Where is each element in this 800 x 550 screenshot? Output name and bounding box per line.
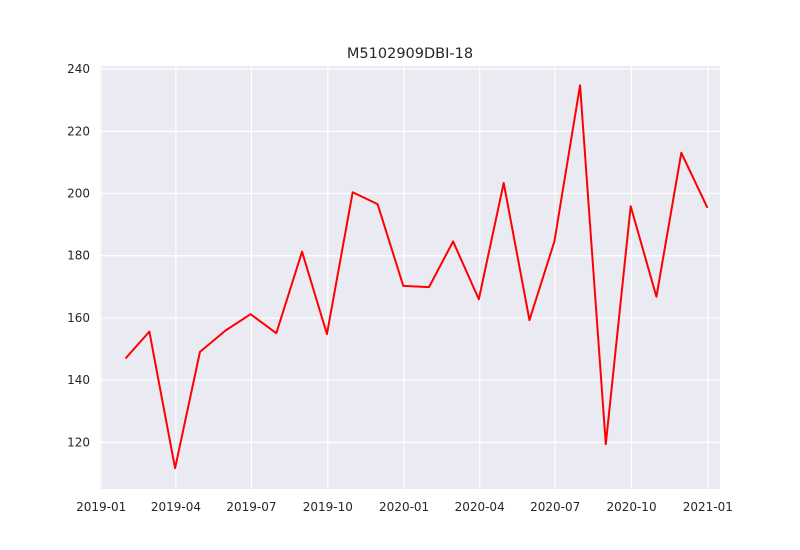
data-point [528,319,530,321]
data-point [680,152,682,154]
x-tick-label: 2020-07 [530,500,580,514]
y-tick-label: 180 [67,249,90,263]
data-point [199,351,201,353]
grid-lines [100,66,720,489]
series-line [124,84,709,470]
y-tick-label: 120 [67,435,90,449]
y-tick-label: 200 [67,187,90,201]
x-tick-label: 2020-10 [606,500,656,514]
data-point [377,203,379,205]
data-point [402,285,404,287]
data-point [174,467,176,469]
y-tick-label: 240 [67,62,90,76]
data-point [478,298,480,300]
y-axis: 120 140 160 180 200 220 240 [67,62,90,449]
data-point [655,296,657,298]
data-point [706,206,708,208]
chart-title: M5102909DBI-18 [347,46,473,62]
x-tick-label: 2019-04 [151,500,201,514]
y-tick-label: 140 [67,373,90,387]
data-point [503,182,505,184]
plot-area [100,66,720,489]
data-point [553,241,555,243]
data-point [352,191,354,193]
x-tick-label: 2019-07 [226,500,276,514]
x-tick-label: 2021-01 [683,500,733,514]
y-tick-label: 220 [67,124,90,138]
data-point [125,357,127,359]
data-point [225,329,227,331]
x-tick-label: 2019-10 [303,500,353,514]
x-tick-label: 2020-04 [455,500,505,514]
data-point [428,286,430,288]
data-point [630,205,632,207]
data-point [250,313,252,315]
data-point [579,84,581,86]
x-axis: 2019-01 2019-04 2019-07 2019-10 2020-01 2020-… [76,500,733,514]
x-tick-label: 2020-01 [379,500,429,514]
data-point [301,251,303,253]
data-point [605,443,607,445]
data-point [275,332,277,334]
data-point [148,331,150,333]
data-point [326,333,328,335]
series-layer [124,84,709,470]
y-tick-label: 160 [67,311,90,325]
data-point [452,240,454,242]
x-tick-label: 2019-01 [76,500,126,514]
